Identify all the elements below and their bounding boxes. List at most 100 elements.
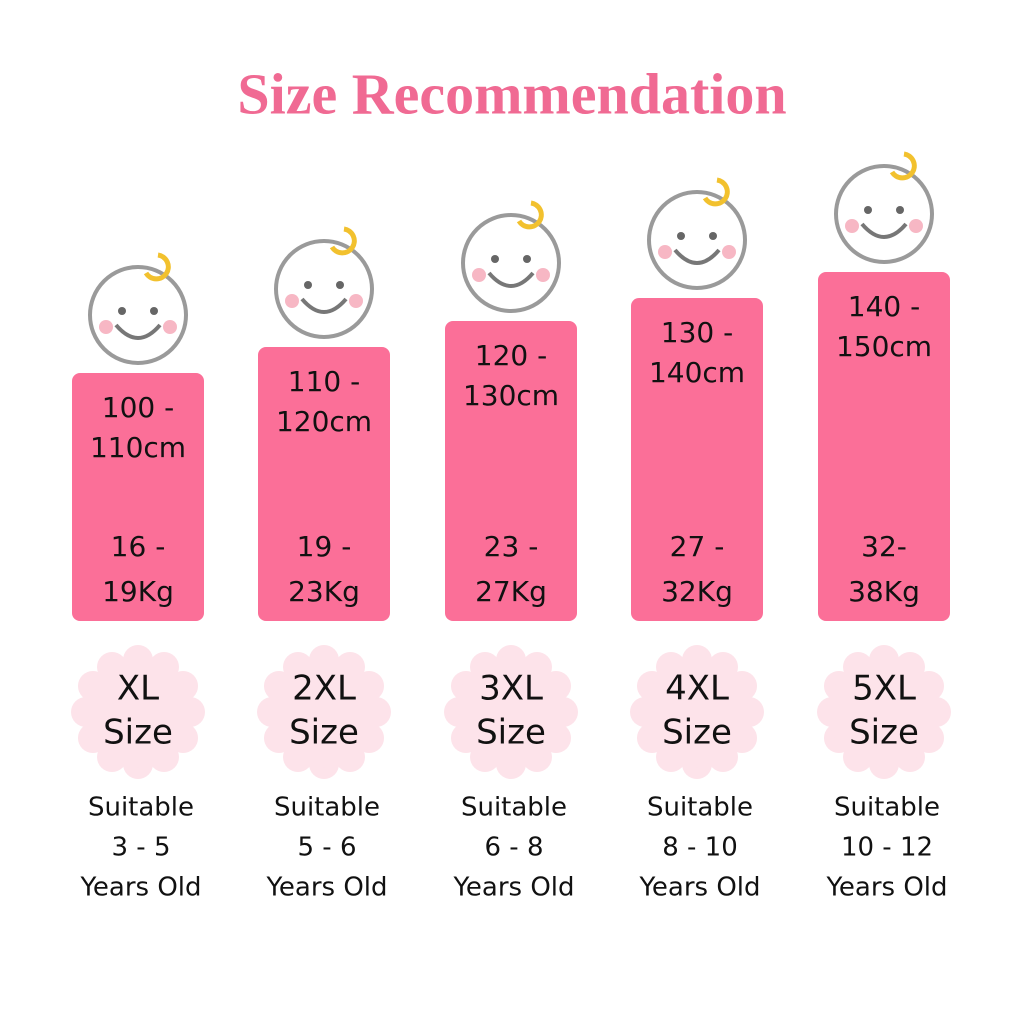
- cheek: [349, 294, 363, 308]
- cheek: [285, 294, 299, 308]
- eye: [523, 255, 531, 263]
- cheek: [163, 320, 177, 334]
- baby-face: [88, 252, 188, 365]
- badge-core: [82, 656, 194, 768]
- eye: [677, 232, 685, 240]
- cheek: [472, 268, 486, 282]
- age-range: Years Old: [825, 873, 947, 903]
- cheek: [845, 219, 859, 233]
- size-bar: [818, 272, 950, 621]
- size-badge: [630, 645, 764, 779]
- baby-face: [834, 151, 934, 264]
- age-range: 10 - 12: [841, 833, 933, 863]
- smile: [673, 248, 721, 265]
- size-badge: [444, 645, 578, 779]
- eye: [491, 255, 499, 263]
- size-bar: [258, 347, 390, 621]
- eye: [118, 307, 126, 315]
- eye: [864, 206, 872, 214]
- face: [647, 190, 747, 290]
- smile: [860, 222, 908, 239]
- weight-range: 32-: [861, 530, 907, 563]
- size-label: XL: [117, 669, 159, 709]
- face: [461, 213, 561, 313]
- age-range: Years Old: [452, 873, 574, 903]
- eye: [709, 232, 717, 240]
- size-badge: [257, 645, 391, 779]
- weight-range: 38Kg: [848, 575, 920, 608]
- face: [274, 239, 374, 339]
- smile: [114, 323, 162, 340]
- cheek: [536, 268, 550, 282]
- size-label: Size: [289, 713, 359, 753]
- size-bar: [72, 373, 204, 621]
- size-label: Size: [103, 713, 173, 753]
- badge-core: [455, 656, 567, 768]
- eye: [304, 281, 312, 289]
- weight-range: 19Kg: [102, 575, 174, 608]
- eye: [336, 281, 344, 289]
- hair-curl: [702, 177, 730, 207]
- cheek: [658, 245, 672, 259]
- age-range: 5 - 6: [298, 833, 357, 863]
- age-range: Years Old: [79, 873, 201, 903]
- size-bar: [445, 321, 577, 621]
- age-range: Suitable: [834, 793, 940, 823]
- age-range: Suitable: [647, 793, 753, 823]
- cheek: [722, 245, 736, 259]
- size-label: Size: [849, 713, 919, 753]
- age-range: Years Old: [265, 873, 387, 903]
- age-range: Suitable: [274, 793, 380, 823]
- age-range: 8 - 10: [662, 833, 738, 863]
- badge-core: [268, 656, 380, 768]
- weight-range: 32Kg: [661, 575, 733, 608]
- hair-curl: [329, 226, 357, 256]
- size-bar: [631, 298, 763, 621]
- smile: [300, 297, 348, 314]
- size-badge: [817, 645, 951, 779]
- weight-range: 23 -: [484, 530, 539, 563]
- smile: [487, 271, 535, 288]
- face: [88, 265, 188, 365]
- title: Size Recommendation: [237, 61, 786, 126]
- hair-curl: [143, 252, 171, 282]
- height-range: 130 -: [661, 316, 733, 349]
- height-range: 110cm: [90, 431, 186, 464]
- age-range: 3 - 5: [112, 833, 171, 863]
- cheek: [909, 219, 923, 233]
- weight-range: 16 -: [111, 530, 166, 563]
- baby-face: [461, 200, 561, 313]
- size-label: Size: [662, 713, 732, 753]
- size-label: 5XL: [852, 669, 916, 709]
- height-range: 100 -: [102, 391, 174, 424]
- age-range: Years Old: [638, 873, 760, 903]
- weight-range: 19 -: [297, 530, 352, 563]
- baby-face: [274, 226, 374, 339]
- baby-face: [647, 177, 747, 290]
- height-range: 140cm: [649, 356, 745, 389]
- size-badge: [71, 645, 205, 779]
- height-range: 130cm: [463, 379, 559, 412]
- badge-core: [828, 656, 940, 768]
- eye: [896, 206, 904, 214]
- height-range: 140 -: [848, 290, 920, 323]
- weight-range: 23Kg: [288, 575, 360, 608]
- weight-range: 27Kg: [475, 575, 547, 608]
- size-label: 2XL: [292, 669, 356, 709]
- size-label: Size: [476, 713, 546, 753]
- eye: [150, 307, 158, 315]
- size-label: 3XL: [479, 669, 543, 709]
- badge-core: [641, 656, 753, 768]
- height-range: 120cm: [276, 405, 372, 438]
- height-range: 120 -: [475, 339, 547, 372]
- hair-curl: [516, 200, 544, 230]
- age-range: 6 - 8: [485, 833, 544, 863]
- weight-range: 27 -: [670, 530, 725, 563]
- size-label: 4XL: [665, 669, 729, 709]
- height-range: 110 -: [288, 365, 360, 398]
- age-range: Suitable: [88, 793, 194, 823]
- cheek: [99, 320, 113, 334]
- height-range: 150cm: [836, 330, 932, 363]
- age-range: Suitable: [461, 793, 567, 823]
